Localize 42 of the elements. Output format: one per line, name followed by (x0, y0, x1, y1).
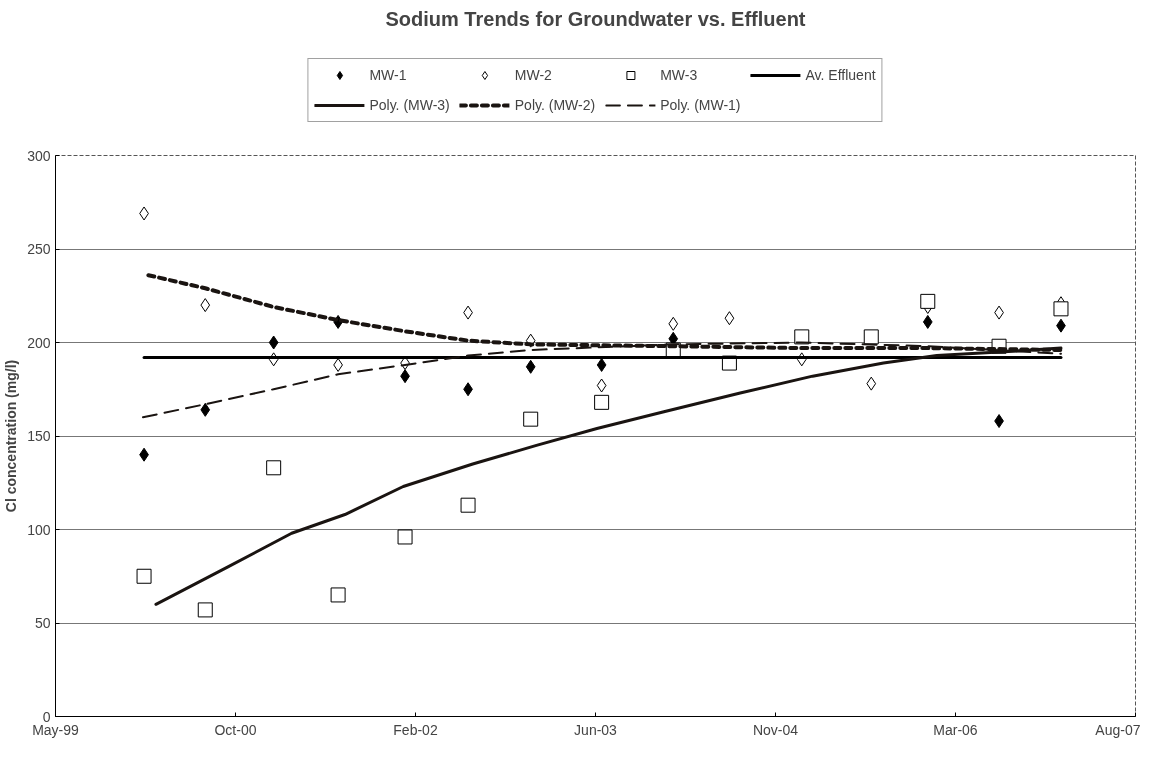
point (596, 378, 607, 393)
x-tick-label: Mar-06 (933, 721, 978, 738)
point (863, 329, 879, 345)
point (523, 411, 539, 427)
point (460, 497, 476, 513)
legend-label: Av. Effluent (805, 66, 876, 83)
point (525, 359, 536, 374)
point (136, 568, 152, 584)
point (397, 529, 413, 545)
legend-label: MW-1 (369, 66, 407, 83)
legend-label: Poly. (MW-3) (369, 96, 450, 113)
y-tick-label: 50 (34, 615, 51, 631)
legend-label: MW-2 (514, 66, 552, 83)
chart-title: Sodium Trends for Groundwater vs. Effluent (385, 7, 806, 30)
x-tick-label: Oct-00 (214, 721, 257, 738)
y-tick-label: 200 (27, 334, 51, 351)
point (920, 293, 936, 309)
legend-label: Poly. (MW-1) (660, 96, 741, 113)
y-tick-label: 100 (27, 521, 51, 538)
point (922, 314, 933, 329)
y-tick-label: 150 (27, 428, 51, 444)
point (268, 335, 279, 350)
x-tick-label: Nov-04 (752, 721, 799, 738)
point (724, 311, 735, 326)
y-tick-label: 300 (27, 147, 51, 164)
point (266, 460, 282, 476)
point (197, 602, 213, 618)
point (866, 376, 877, 391)
point (1053, 301, 1069, 317)
x-tick-label: Feb-02 (393, 721, 438, 738)
point (668, 316, 679, 331)
y-axis-title: Cl concentration (mg/l) (3, 359, 20, 513)
y-tick-label: 250 (27, 241, 51, 257)
point (594, 394, 610, 410)
x-tick-label: Jun-03 (574, 721, 618, 738)
x-tick-label: Aug-07 (1095, 721, 1141, 738)
point (200, 298, 211, 313)
point (200, 402, 211, 417)
legend-label: Poly. (MW-2) (514, 96, 596, 113)
point (596, 357, 607, 372)
legend-label: MW-3 (660, 66, 698, 83)
point (330, 587, 346, 603)
